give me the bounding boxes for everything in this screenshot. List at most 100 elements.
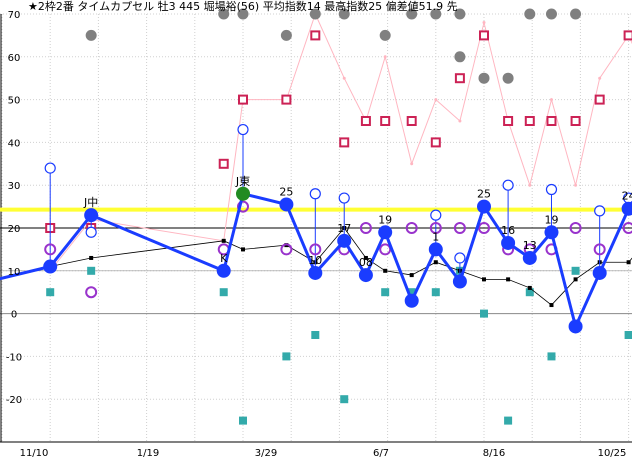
gray-dot xyxy=(379,29,391,41)
data-label: J中 xyxy=(83,196,98,209)
teal-square xyxy=(340,395,349,404)
teal-square xyxy=(624,331,632,339)
main-point xyxy=(404,293,419,308)
gray-dot xyxy=(478,72,490,84)
data-label: K xyxy=(220,252,228,265)
red-square xyxy=(623,30,632,41)
thin-point xyxy=(549,303,554,308)
red-square xyxy=(479,30,489,41)
teal-square xyxy=(431,288,440,297)
thin-point xyxy=(506,277,511,282)
data-label: 24 xyxy=(622,190,632,203)
x-tick-label: 1/19 xyxy=(137,448,159,459)
red-square xyxy=(360,116,371,126)
main-point xyxy=(378,225,393,240)
blue-open-circle xyxy=(454,252,466,264)
main-point xyxy=(568,319,583,334)
series-layer xyxy=(0,8,632,425)
y-tick-label: 0 xyxy=(11,310,17,321)
y-tick-label: 60 xyxy=(8,53,21,64)
gray-dot xyxy=(218,8,230,20)
red-square xyxy=(238,94,248,105)
main-point xyxy=(544,225,559,240)
x-tick-label: 6/7 xyxy=(373,448,389,459)
main-point xyxy=(358,268,373,283)
purple-circle xyxy=(280,243,293,256)
y-tick-label: -20 xyxy=(6,395,22,406)
red-square xyxy=(406,116,417,126)
pink-point xyxy=(528,183,532,187)
purple-circle xyxy=(622,222,632,234)
main-point xyxy=(477,199,491,214)
main-point xyxy=(84,208,99,223)
blue-open-circle xyxy=(594,205,606,217)
blue-open-circle xyxy=(237,123,249,136)
purple-circle xyxy=(453,222,466,234)
thin-point xyxy=(409,273,414,278)
thin-point xyxy=(221,238,226,243)
purple-circle xyxy=(429,222,442,234)
red-square xyxy=(430,137,441,148)
teal-square xyxy=(87,266,96,275)
y-tick-label: 40 xyxy=(8,138,21,149)
thin-point xyxy=(433,260,438,265)
pink-point xyxy=(482,21,486,25)
data-label: 13 xyxy=(523,239,537,252)
gray-dot xyxy=(570,8,582,20)
gray-dot xyxy=(430,8,442,20)
main-point xyxy=(621,201,632,216)
thin-point xyxy=(89,255,94,260)
red-square xyxy=(594,94,605,105)
teal-square xyxy=(407,288,416,297)
y-tick-label: 20 xyxy=(8,224,21,235)
thin-point xyxy=(363,255,368,260)
main-point xyxy=(337,233,352,248)
red-square xyxy=(454,73,465,84)
main-point xyxy=(308,265,323,280)
data-label: 10 xyxy=(308,254,322,267)
blue-open-circle xyxy=(430,209,442,221)
teal-square xyxy=(547,352,556,361)
pink-point xyxy=(598,76,602,80)
data-label: 25 xyxy=(477,188,491,201)
gray-dot xyxy=(502,72,514,84)
purple-circle xyxy=(593,243,606,256)
data-label: 17 xyxy=(337,222,351,235)
main-point xyxy=(236,186,250,201)
thin-point xyxy=(241,247,245,252)
data-label: 19 xyxy=(378,213,392,226)
gray-dot xyxy=(524,8,536,20)
main-point xyxy=(428,242,443,257)
data-label: J東 xyxy=(235,175,250,188)
gray-dot xyxy=(406,8,418,20)
blue-open-circle xyxy=(338,192,350,204)
red-square xyxy=(281,94,292,105)
teal-square xyxy=(239,416,247,425)
purple-circle xyxy=(478,222,490,234)
data-label: 19 xyxy=(544,213,558,226)
red-square xyxy=(503,116,514,126)
purple-circle xyxy=(237,200,249,213)
thin-point xyxy=(527,285,532,290)
red-square xyxy=(218,158,229,169)
teal-square xyxy=(311,331,320,339)
pink-point xyxy=(342,76,346,80)
data-label: 08 xyxy=(359,256,373,269)
pink-point xyxy=(549,98,553,102)
main-point xyxy=(279,197,294,212)
grid-layer xyxy=(0,13,632,443)
red-square xyxy=(310,30,321,41)
pink-point xyxy=(574,183,578,187)
gray-dot xyxy=(545,8,557,20)
teal-square xyxy=(46,288,55,297)
teal-square xyxy=(381,288,390,297)
purple-circle xyxy=(85,286,98,299)
blue-open-circle xyxy=(309,188,321,200)
gray-dot xyxy=(237,8,249,20)
pink-point xyxy=(458,119,462,123)
blue-open-circle xyxy=(85,226,97,238)
x-tick-label: 8/16 xyxy=(483,448,505,459)
teal-square xyxy=(504,416,513,425)
